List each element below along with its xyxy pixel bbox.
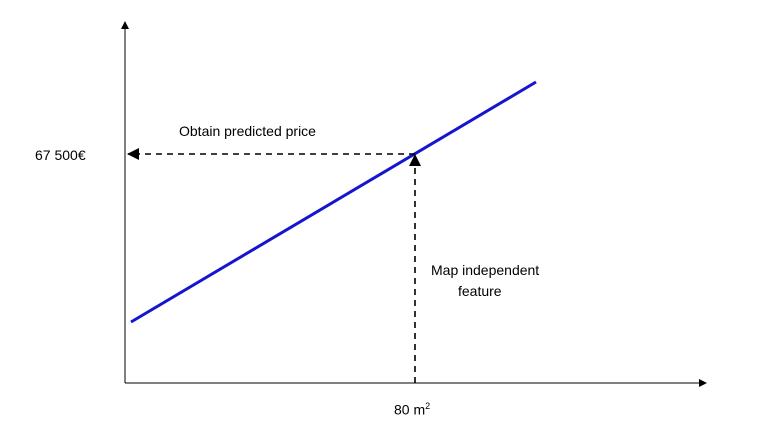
- x-value-base: 80 m: [394, 401, 426, 418]
- x-value-label: 80 m2: [394, 396, 430, 420]
- regression-line: [130, 80, 537, 324]
- map-annotation-line1: Map independent: [431, 262, 539, 278]
- map-annotation-line2: feature: [458, 283, 502, 299]
- obtain-annotation: Obtain predicted price: [179, 123, 316, 139]
- x-value-sup: 2: [425, 401, 431, 411]
- y-value-label: 67 500€: [35, 147, 86, 163]
